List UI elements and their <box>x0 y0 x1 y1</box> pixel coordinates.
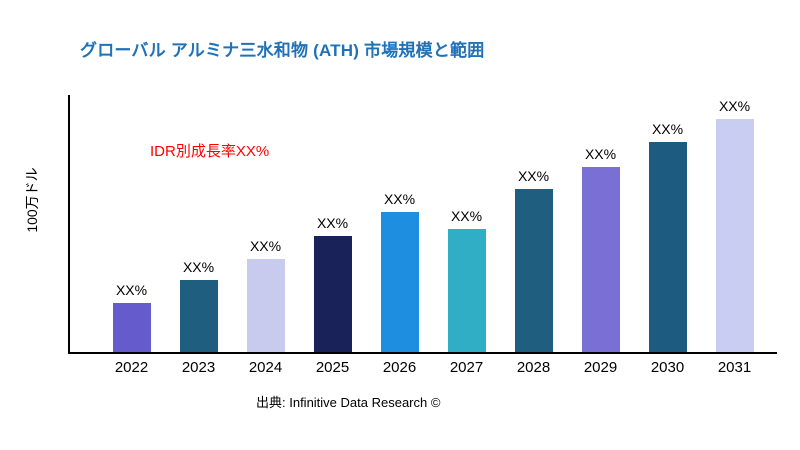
growth-rate-annotation: IDR別成長率XX% <box>150 143 270 160</box>
y-axis-label: 100万ドル <box>24 167 40 233</box>
bar-2027 <box>447 229 486 352</box>
bar-slot-2031: XX% <box>701 98 768 352</box>
bar-2025 <box>313 236 352 352</box>
bar-2023 <box>179 280 218 352</box>
x-tick-2024: 2024 <box>248 359 283 376</box>
bar-value-label-2029: XX% <box>584 146 617 162</box>
y-axis-line <box>68 95 70 354</box>
x-tick-2029: 2029 <box>583 359 618 376</box>
x-tick-2028: 2028 <box>516 359 551 376</box>
bar-slot-2023: XX% <box>165 259 232 352</box>
bar-slot-2025: XX% <box>299 215 366 352</box>
bar-value-label-2023: XX% <box>182 259 215 275</box>
bar-2028 <box>514 189 553 352</box>
bar-slot-2029: XX% <box>567 146 634 352</box>
bar-value-label-2022: XX% <box>115 282 148 298</box>
bar-value-label-2026: XX% <box>383 191 416 207</box>
x-tick-2022: 2022 <box>114 359 149 376</box>
bar-series: XX% XX% XX% XX% XX% XX% XX% XX% XX% XX% <box>98 95 768 352</box>
bar-value-label-2030: XX% <box>651 121 684 137</box>
x-tick-2031: 2031 <box>717 359 752 376</box>
x-axis-ticks: 2022 2023 2024 2025 2026 2027 2028 2029 2030 2031 <box>98 359 768 376</box>
bar-slot-2026: XX% <box>366 191 433 352</box>
bar-value-label-2031: XX% <box>718 98 751 114</box>
x-tick-2023: 2023 <box>181 359 216 376</box>
bar-2031 <box>715 119 754 352</box>
bar-2026 <box>380 212 419 352</box>
plot-area: IDR別成長率XX% XX% XX% XX% XX% XX% XX% XX% XX% XX% XX… <box>70 95 775 352</box>
bar-slot-2027: XX% <box>433 208 500 352</box>
bar-2024 <box>246 259 285 352</box>
x-tick-2026: 2026 <box>382 359 417 376</box>
x-tick-2027: 2027 <box>449 359 484 376</box>
x-tick-2025: 2025 <box>315 359 350 376</box>
x-axis-line <box>68 352 777 354</box>
bar-slot-2024: XX% <box>232 238 299 352</box>
x-tick-2030: 2030 <box>650 359 685 376</box>
bar-value-label-2028: XX% <box>517 168 550 184</box>
bar-value-label-2025: XX% <box>316 215 349 231</box>
chart-title: グローバル アルミナ三水和物 (ATH) 市場規模と範囲 <box>80 41 485 60</box>
bar-2030 <box>648 142 687 352</box>
bar-2022 <box>112 303 151 352</box>
source-caption: 出典: Infinitive Data Research © <box>256 395 441 410</box>
bar-slot-2030: XX% <box>634 121 701 352</box>
bar-slot-2028: XX% <box>500 168 567 352</box>
bar-2029 <box>581 167 620 352</box>
bar-value-label-2027: XX% <box>450 208 483 224</box>
bar-slot-2022: XX% <box>98 282 165 352</box>
bar-value-label-2024: XX% <box>249 238 282 254</box>
